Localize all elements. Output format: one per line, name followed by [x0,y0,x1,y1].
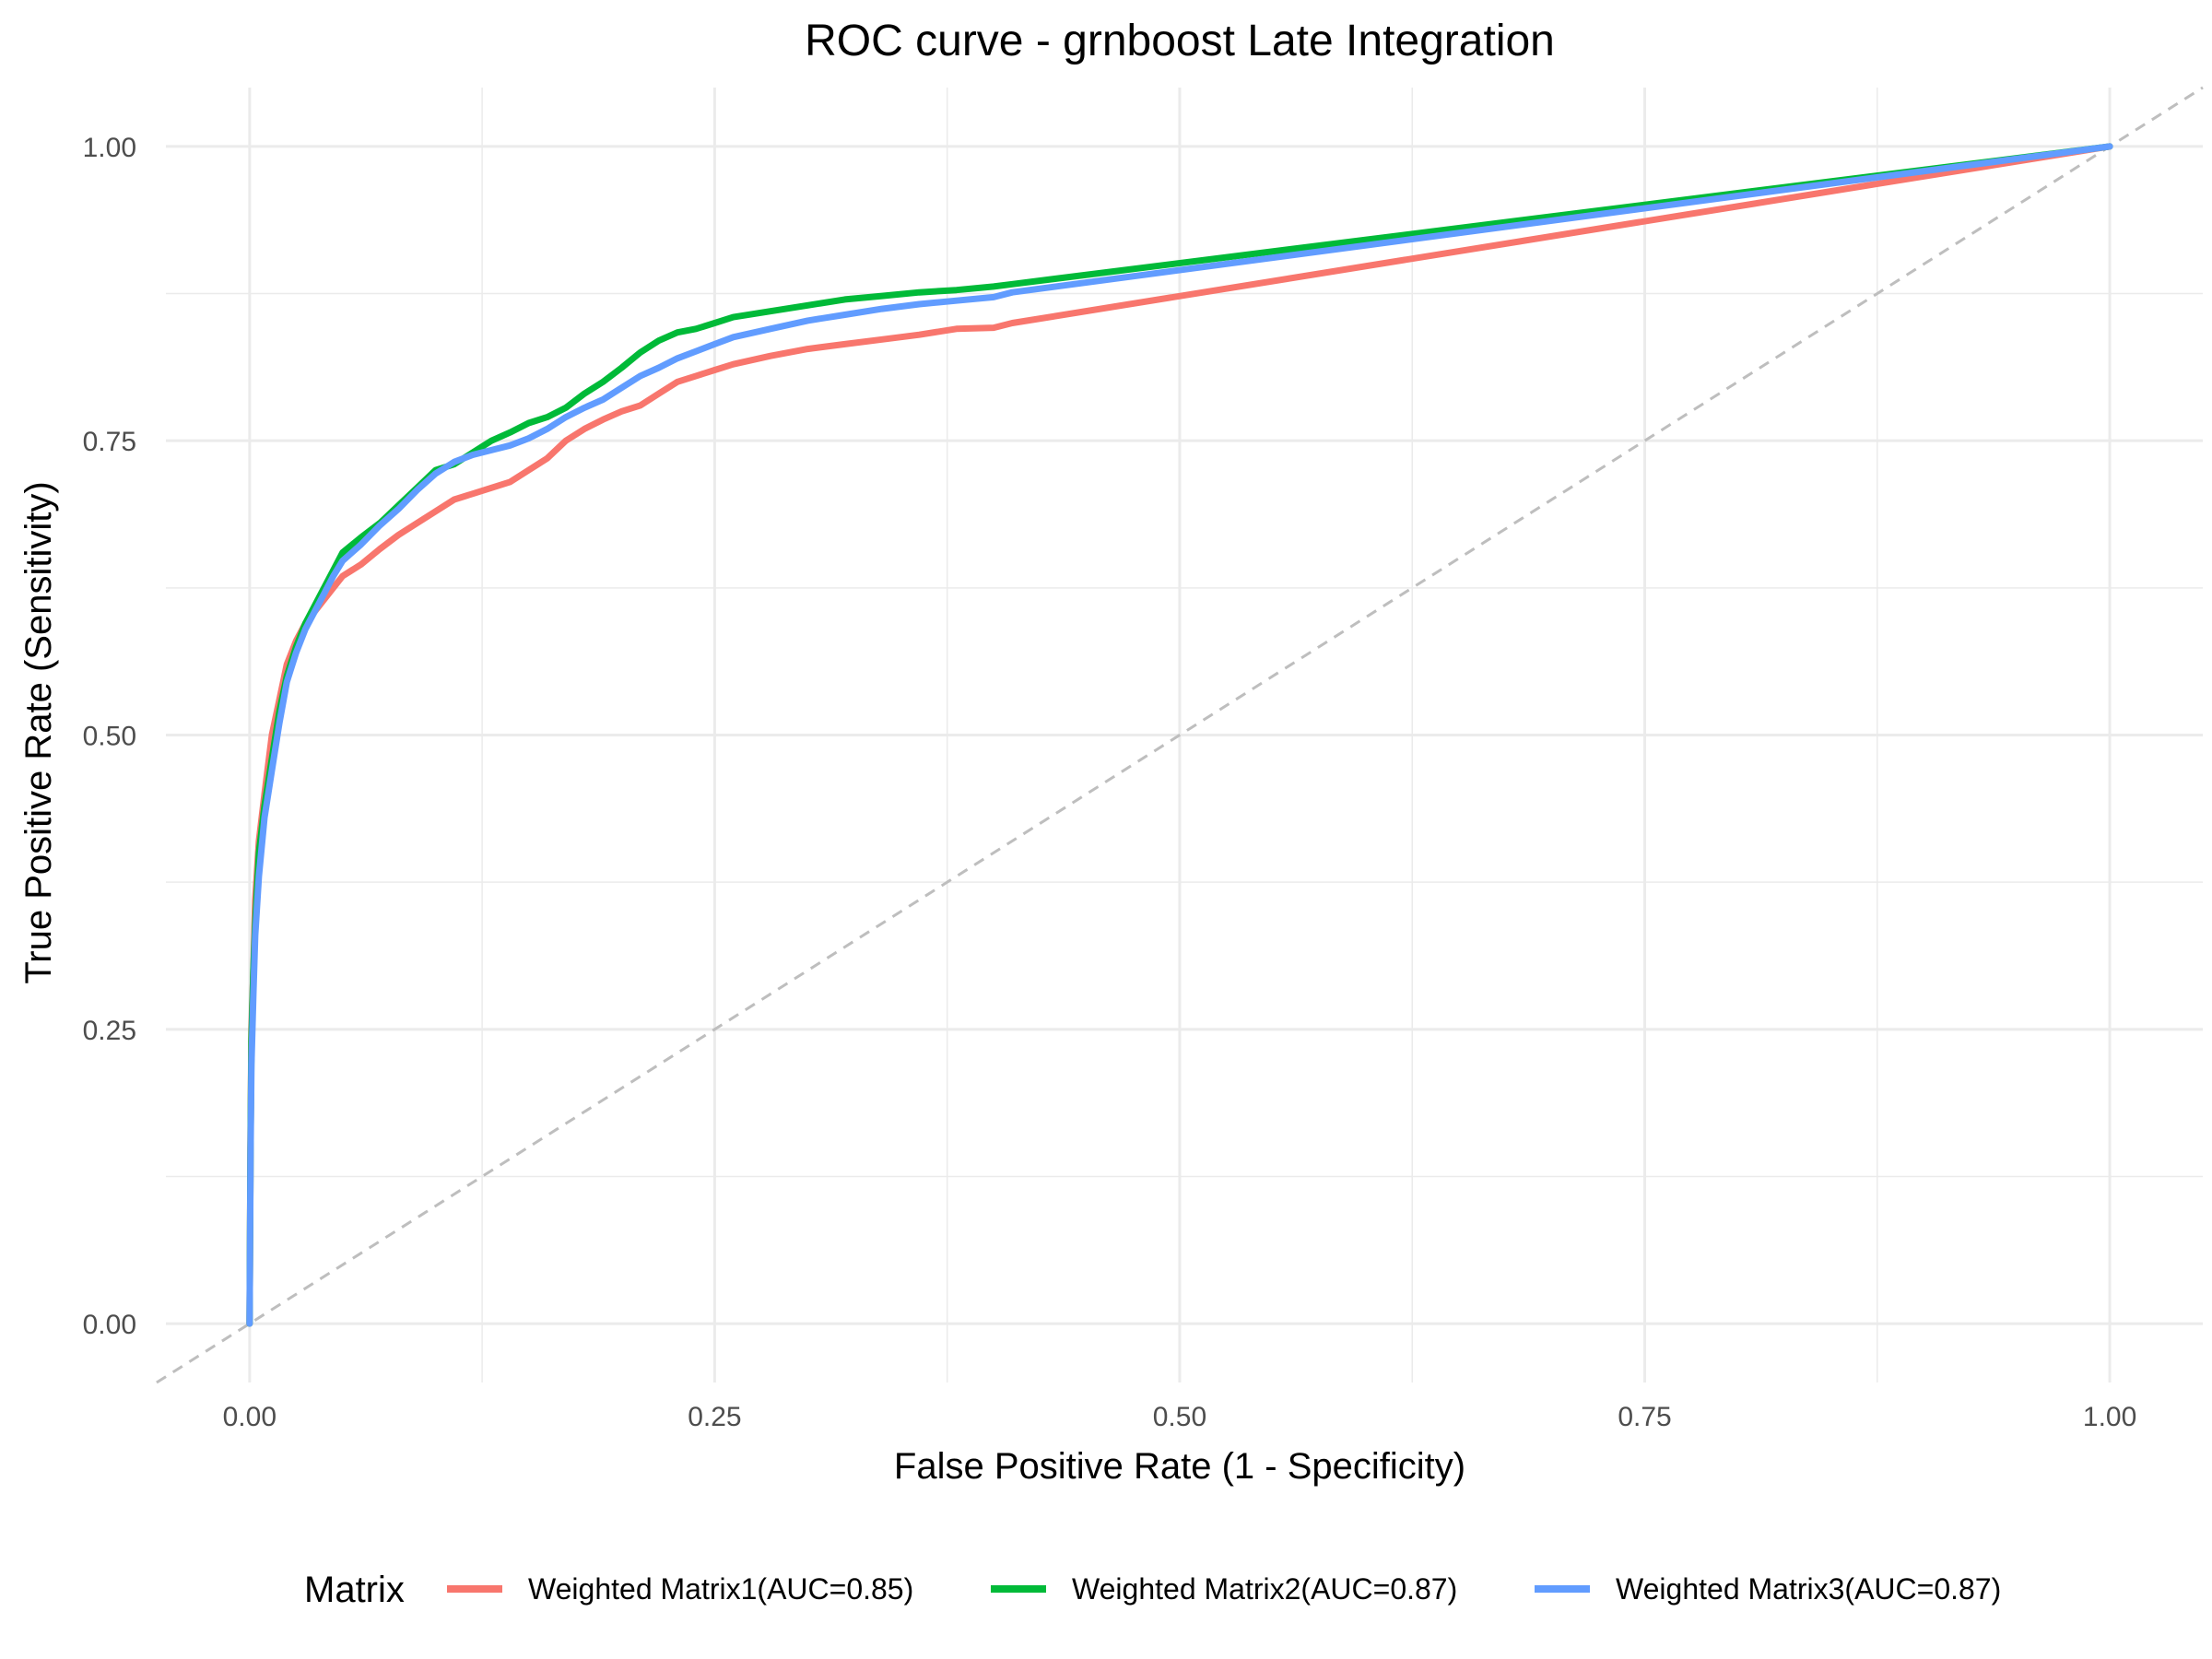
y-tick-label: 0.00 [83,1310,136,1340]
x-tick-label: 0.25 [688,1402,741,1432]
x-tick-label: 1.00 [2083,1402,2136,1432]
y-tick-label: 1.00 [83,133,136,163]
x-tick-label: 0.00 [223,1402,276,1432]
major-gridlines [166,88,2203,1382]
reference-diagonal-line [156,86,2204,1384]
x-tick-label: 0.75 [1618,1402,1671,1432]
y-tick-label: 0.50 [83,722,136,752]
x-axis-title: False Positive Rate (1 - Specificity) [894,1446,1465,1487]
reference-diagonal [156,86,2204,1384]
y-axis-title: True Positive Rate (Sensitivity) [18,481,59,983]
legend-label-3: Weighted Matrix3(AUC=0.87) [1616,1572,2001,1606]
chart-title: ROC curve - grnboost Late Integration [805,17,1555,65]
x-tick-label: 0.50 [1153,1402,1206,1432]
x-tick-labels: 0.00 0.25 0.50 0.75 1.00 [223,1402,2137,1432]
y-tick-labels: 0.00 0.25 0.50 0.75 1.00 [83,133,136,1340]
legend: Matrix Weighted Matrix1(AUC=0.85) Weighte… [304,1570,2001,1610]
series-line-3 [246,143,2113,1327]
y-tick-label: 0.75 [83,427,136,457]
legend-title: Matrix [304,1570,405,1610]
legend-label-2: Weighted Matrix2(AUC=0.87) [1072,1572,1457,1606]
legend-label-1: Weighted Matrix1(AUC=0.85) [528,1572,913,1606]
y-tick-label: 0.25 [83,1016,136,1046]
series-layer [246,143,2113,1327]
